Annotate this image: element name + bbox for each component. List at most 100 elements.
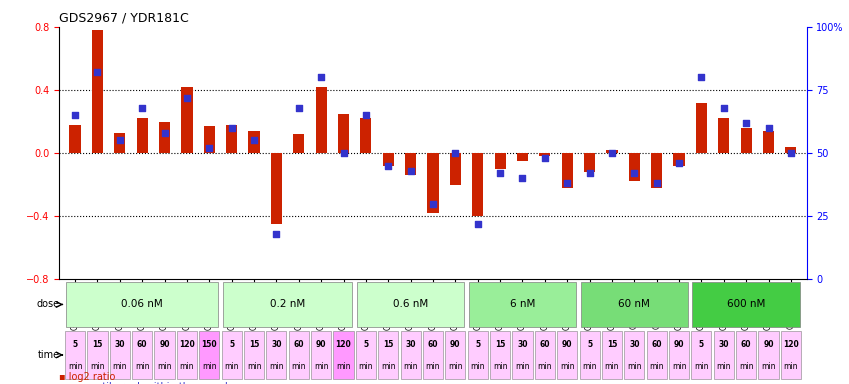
FancyBboxPatch shape bbox=[714, 331, 734, 379]
Text: min: min bbox=[694, 361, 709, 371]
Point bbox=[404, 168, 418, 174]
Bar bbox=[539, 153, 550, 156]
Text: 15: 15 bbox=[607, 340, 617, 349]
Point bbox=[493, 170, 507, 176]
Bar bbox=[785, 147, 796, 153]
Text: min: min bbox=[784, 361, 798, 371]
Bar bbox=[159, 121, 170, 153]
Point bbox=[68, 112, 82, 118]
Point bbox=[203, 145, 216, 151]
Text: 15: 15 bbox=[383, 340, 393, 349]
FancyBboxPatch shape bbox=[87, 331, 108, 379]
Bar bbox=[226, 125, 237, 153]
Text: 0.06 nM: 0.06 nM bbox=[121, 300, 163, 310]
FancyBboxPatch shape bbox=[557, 331, 577, 379]
Bar bbox=[740, 128, 751, 153]
Bar bbox=[427, 153, 439, 213]
Text: 90: 90 bbox=[316, 340, 326, 349]
Text: ▪ log2 ratio: ▪ log2 ratio bbox=[59, 372, 115, 382]
Text: 30: 30 bbox=[271, 340, 282, 349]
Text: 60: 60 bbox=[294, 340, 304, 349]
Text: 30: 30 bbox=[517, 340, 528, 349]
FancyBboxPatch shape bbox=[469, 282, 576, 327]
Bar bbox=[316, 87, 327, 153]
Point bbox=[359, 112, 373, 118]
Bar bbox=[338, 114, 349, 153]
FancyBboxPatch shape bbox=[222, 331, 242, 379]
Bar bbox=[450, 153, 461, 185]
Bar bbox=[561, 153, 573, 188]
Bar bbox=[405, 153, 416, 175]
FancyBboxPatch shape bbox=[781, 331, 801, 379]
Text: min: min bbox=[403, 361, 418, 371]
Point bbox=[337, 150, 351, 156]
FancyBboxPatch shape bbox=[445, 331, 465, 379]
Point bbox=[91, 69, 104, 75]
Point bbox=[381, 162, 395, 169]
Bar bbox=[584, 153, 595, 172]
Bar bbox=[115, 132, 126, 153]
Text: min: min bbox=[381, 361, 396, 371]
Text: 5: 5 bbox=[72, 340, 77, 349]
FancyBboxPatch shape bbox=[736, 331, 756, 379]
FancyBboxPatch shape bbox=[691, 331, 711, 379]
Bar bbox=[249, 131, 260, 153]
Text: time: time bbox=[37, 350, 59, 360]
Text: min: min bbox=[560, 361, 575, 371]
Text: dose: dose bbox=[37, 300, 59, 310]
Text: min: min bbox=[269, 361, 284, 371]
FancyBboxPatch shape bbox=[267, 331, 286, 379]
Point bbox=[672, 160, 686, 166]
FancyBboxPatch shape bbox=[758, 331, 779, 379]
Text: min: min bbox=[135, 361, 149, 371]
Text: min: min bbox=[425, 361, 441, 371]
Point bbox=[270, 231, 284, 237]
Point bbox=[225, 125, 239, 131]
Point bbox=[762, 125, 775, 131]
Text: min: min bbox=[113, 361, 127, 371]
FancyBboxPatch shape bbox=[356, 331, 376, 379]
Text: 5: 5 bbox=[475, 340, 481, 349]
Point bbox=[113, 137, 127, 144]
FancyBboxPatch shape bbox=[624, 331, 644, 379]
Text: 60: 60 bbox=[741, 340, 751, 349]
FancyBboxPatch shape bbox=[490, 331, 510, 379]
Text: 120: 120 bbox=[179, 340, 194, 349]
FancyBboxPatch shape bbox=[669, 331, 689, 379]
Point bbox=[292, 104, 306, 111]
FancyBboxPatch shape bbox=[423, 331, 443, 379]
Bar bbox=[383, 153, 394, 166]
Bar bbox=[651, 153, 662, 188]
FancyBboxPatch shape bbox=[401, 331, 421, 379]
FancyBboxPatch shape bbox=[357, 282, 464, 327]
Text: 90: 90 bbox=[562, 340, 572, 349]
FancyBboxPatch shape bbox=[289, 331, 309, 379]
Point bbox=[784, 150, 798, 156]
FancyBboxPatch shape bbox=[66, 282, 218, 327]
Bar bbox=[718, 118, 729, 153]
Bar bbox=[763, 131, 774, 153]
Text: 30: 30 bbox=[629, 340, 639, 349]
Text: min: min bbox=[448, 361, 463, 371]
Text: 120: 120 bbox=[335, 340, 351, 349]
Point bbox=[448, 150, 462, 156]
Text: min: min bbox=[717, 361, 731, 371]
Point bbox=[717, 104, 731, 111]
FancyBboxPatch shape bbox=[244, 331, 264, 379]
Point bbox=[158, 130, 171, 136]
Bar bbox=[629, 153, 640, 182]
Text: 60: 60 bbox=[651, 340, 662, 349]
Text: min: min bbox=[247, 361, 261, 371]
Point bbox=[515, 175, 529, 181]
FancyBboxPatch shape bbox=[513, 331, 532, 379]
Text: min: min bbox=[68, 361, 82, 371]
Bar bbox=[696, 103, 707, 153]
Text: 30: 30 bbox=[718, 340, 729, 349]
FancyBboxPatch shape bbox=[334, 331, 353, 379]
Point bbox=[247, 137, 261, 144]
FancyBboxPatch shape bbox=[177, 331, 197, 379]
FancyBboxPatch shape bbox=[693, 282, 800, 327]
Text: 5: 5 bbox=[229, 340, 234, 349]
Text: 90: 90 bbox=[450, 340, 461, 349]
Point bbox=[471, 221, 485, 227]
